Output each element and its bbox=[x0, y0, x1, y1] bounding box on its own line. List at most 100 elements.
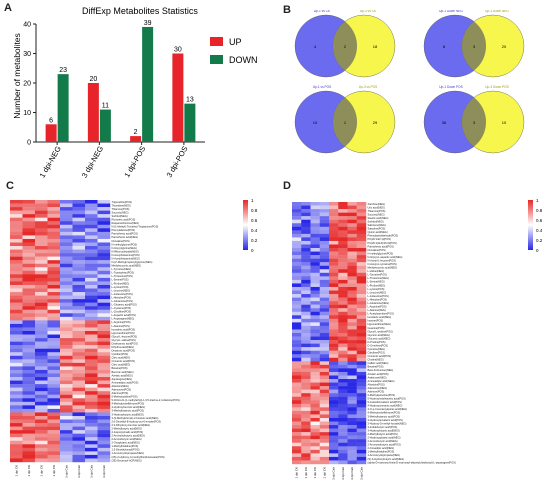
heatmap-cell bbox=[72, 433, 86, 438]
heatmap-cell bbox=[301, 315, 311, 320]
heatmap-cell bbox=[22, 320, 36, 325]
heatmap-cell bbox=[347, 216, 357, 220]
heatmap-cell bbox=[292, 279, 302, 284]
bar bbox=[184, 103, 196, 142]
heatmap-cell bbox=[319, 403, 330, 408]
heatmap-row-label: Decanoic acid(POS) bbox=[112, 349, 136, 353]
heatmap-cell bbox=[310, 439, 320, 443]
heatmap-cell bbox=[319, 308, 330, 312]
heatmap-cell bbox=[85, 362, 98, 367]
heatmap-row-label: Cytidine(POS) bbox=[112, 352, 129, 356]
heatmap-cell bbox=[356, 216, 367, 220]
colorbar-tick-label: 1 bbox=[536, 198, 539, 203]
heatmap-row-label: L-Histidine(POS) bbox=[112, 295, 132, 299]
heatmap-cell bbox=[97, 263, 111, 268]
heatmap-cell bbox=[329, 435, 339, 440]
bar bbox=[99, 109, 111, 142]
heatmap-cell bbox=[72, 423, 86, 427]
heatmap-cell bbox=[97, 345, 111, 349]
heatmap-cell bbox=[319, 460, 330, 465]
heatmap-cell bbox=[35, 253, 48, 257]
heatmap-cell bbox=[347, 209, 357, 213]
heatmap-cell bbox=[292, 456, 302, 461]
heatmap-cell bbox=[310, 382, 320, 387]
heatmap-cell bbox=[10, 331, 23, 335]
heatmap-cell bbox=[97, 299, 111, 303]
heatmap-cell bbox=[292, 453, 302, 458]
heatmap-cell bbox=[60, 454, 73, 459]
heatmap-cell bbox=[292, 460, 302, 465]
heatmap-cell bbox=[338, 240, 348, 245]
heatmap-row-label: Caffeic acid(NEG) bbox=[368, 361, 389, 365]
heatmap-cell bbox=[35, 238, 48, 243]
heatmap-cell bbox=[347, 435, 357, 440]
heatmap-cell bbox=[319, 315, 330, 320]
heatmap-cell bbox=[60, 341, 73, 346]
heatmap-cell bbox=[97, 433, 111, 438]
heatmap-row-label: L-Alanine(POS) bbox=[112, 324, 130, 328]
heatmap-cell bbox=[35, 316, 48, 321]
heatmap-cell bbox=[85, 345, 98, 349]
heatmap-cell bbox=[310, 329, 320, 334]
heatmap-cell bbox=[35, 277, 48, 282]
heatmap-cell bbox=[85, 423, 98, 427]
heatmap-cell bbox=[10, 369, 23, 374]
heatmap-cell bbox=[356, 272, 367, 277]
heatmap-cell bbox=[72, 207, 86, 211]
heatmap-cell bbox=[47, 302, 61, 307]
heatmap-row-label: Isovaleric acid(POS) bbox=[112, 327, 136, 331]
heatmap-cell bbox=[22, 313, 36, 318]
heatmap-row-label: Uric acid(NEG) bbox=[368, 205, 386, 209]
heatmap-cell bbox=[97, 246, 111, 250]
heatmap-cell bbox=[292, 432, 302, 436]
heatmap-cell bbox=[338, 230, 348, 235]
heatmap-cell bbox=[10, 295, 23, 300]
heatmap-cell bbox=[35, 408, 48, 413]
heatmap-cell bbox=[347, 439, 357, 443]
heatmap-cell bbox=[347, 379, 357, 383]
heatmap-cell bbox=[356, 237, 367, 242]
heatmap-row-label: N-Acetyl-L-leucine(POS) bbox=[368, 258, 397, 262]
heatmap-cell bbox=[47, 267, 61, 272]
heatmap-cell bbox=[72, 401, 86, 406]
heatmap-cell bbox=[72, 210, 86, 215]
heatmap-cell bbox=[329, 379, 339, 383]
heatmap-cell bbox=[22, 323, 36, 328]
heatmap-cell bbox=[292, 400, 302, 405]
heatmap-cell bbox=[97, 277, 111, 282]
heatmap-cell bbox=[338, 301, 348, 305]
heatmap-cell bbox=[292, 262, 302, 266]
heatmap-cell bbox=[338, 403, 348, 408]
heatmap-cell bbox=[292, 209, 302, 213]
heatmap-cell bbox=[22, 334, 36, 339]
heatmap-cell bbox=[97, 203, 111, 208]
heatmap-row-label: 4-Methylumbelliferone(POS) bbox=[368, 411, 401, 415]
heatmap-row-label: 3-Methylbutanoic acid(POS) bbox=[112, 409, 145, 413]
heatmap-cell bbox=[356, 308, 367, 312]
heatmap-cell bbox=[347, 410, 357, 415]
heatmap-cell bbox=[97, 320, 111, 325]
heatmap-cell bbox=[347, 233, 357, 238]
heatmap-cell bbox=[301, 407, 311, 412]
heatmap-cell bbox=[329, 442, 339, 447]
heatmap-row-label: Pantothenic acid(NEG) bbox=[112, 235, 139, 239]
heatmap-cell bbox=[35, 242, 48, 247]
heatmap-cell bbox=[310, 389, 320, 394]
heatmap-cell bbox=[47, 284, 61, 289]
heatmap-cell bbox=[347, 389, 357, 394]
heatmap-cell bbox=[47, 384, 61, 388]
heatmap-row-label: L-Proline(NEG) bbox=[368, 283, 386, 287]
venn-count: 2 bbox=[344, 44, 347, 49]
heatmap-cell bbox=[329, 347, 339, 351]
heatmap-cell bbox=[10, 415, 23, 420]
heatmap-cell bbox=[47, 327, 61, 332]
heatmap-cell bbox=[338, 379, 348, 383]
heatmap-cell bbox=[97, 242, 111, 247]
heatmap-cell bbox=[310, 371, 320, 376]
heatmap-col-label: 1 dpi CK bbox=[39, 465, 43, 477]
heatmap-cell bbox=[85, 288, 98, 293]
heatmap-cell bbox=[22, 415, 36, 420]
heatmap-cell bbox=[338, 279, 348, 284]
heatmap-cell bbox=[35, 444, 48, 449]
heatmap-cell bbox=[10, 394, 23, 399]
